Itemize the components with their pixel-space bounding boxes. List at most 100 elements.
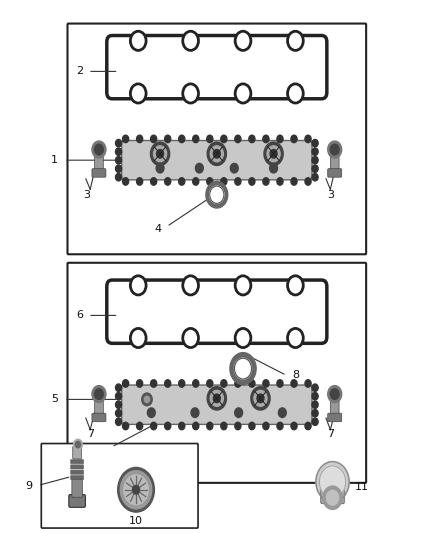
Circle shape (123, 177, 129, 185)
Circle shape (264, 142, 283, 165)
Circle shape (213, 394, 220, 402)
Text: 3: 3 (327, 190, 334, 200)
Circle shape (235, 328, 251, 348)
Circle shape (75, 441, 81, 448)
Circle shape (123, 422, 129, 430)
Circle shape (153, 146, 166, 162)
Circle shape (312, 392, 318, 400)
Text: 1: 1 (51, 155, 58, 165)
FancyBboxPatch shape (328, 413, 342, 422)
Circle shape (249, 135, 255, 143)
Circle shape (305, 379, 311, 387)
Circle shape (305, 135, 311, 143)
Circle shape (312, 148, 318, 156)
Circle shape (116, 409, 122, 417)
Circle shape (179, 135, 185, 143)
Circle shape (151, 422, 157, 430)
Circle shape (131, 31, 146, 51)
Circle shape (137, 379, 143, 387)
Circle shape (249, 379, 255, 387)
Circle shape (116, 148, 122, 156)
Circle shape (179, 379, 185, 387)
Text: 10: 10 (129, 515, 143, 526)
FancyBboxPatch shape (71, 465, 84, 469)
Circle shape (235, 276, 251, 295)
Circle shape (263, 135, 269, 143)
Circle shape (207, 135, 213, 143)
Circle shape (193, 135, 199, 143)
Circle shape (291, 177, 297, 185)
FancyBboxPatch shape (73, 446, 81, 459)
Circle shape (305, 422, 311, 430)
Circle shape (183, 31, 198, 51)
Circle shape (235, 135, 241, 143)
Circle shape (277, 422, 283, 430)
FancyBboxPatch shape (330, 393, 339, 416)
Circle shape (263, 422, 269, 430)
Circle shape (235, 422, 241, 430)
Circle shape (150, 142, 170, 165)
Circle shape (191, 408, 199, 417)
Circle shape (193, 177, 199, 185)
Circle shape (235, 408, 243, 417)
Circle shape (210, 390, 223, 406)
Circle shape (193, 422, 199, 430)
Circle shape (249, 177, 255, 185)
Circle shape (291, 379, 297, 387)
Text: 7: 7 (327, 429, 334, 439)
Circle shape (263, 379, 269, 387)
Circle shape (151, 379, 157, 387)
Circle shape (221, 379, 227, 387)
FancyBboxPatch shape (321, 484, 344, 504)
Text: 9: 9 (25, 481, 32, 490)
Circle shape (328, 385, 342, 402)
Circle shape (148, 408, 155, 417)
Circle shape (118, 467, 154, 512)
Circle shape (312, 384, 318, 391)
Circle shape (123, 135, 129, 143)
Circle shape (330, 389, 339, 399)
Circle shape (267, 146, 280, 162)
Text: 8: 8 (292, 370, 300, 381)
Circle shape (210, 186, 224, 204)
Circle shape (131, 328, 146, 348)
Circle shape (312, 409, 318, 417)
Circle shape (165, 135, 171, 143)
Circle shape (116, 157, 122, 164)
Circle shape (328, 141, 342, 158)
Circle shape (305, 177, 311, 185)
Circle shape (270, 164, 278, 173)
Circle shape (92, 385, 106, 402)
Circle shape (221, 177, 227, 185)
Circle shape (165, 422, 171, 430)
Circle shape (277, 135, 283, 143)
Circle shape (288, 84, 303, 103)
FancyBboxPatch shape (122, 141, 312, 180)
FancyBboxPatch shape (69, 495, 85, 507)
Circle shape (183, 84, 198, 103)
Circle shape (137, 135, 143, 143)
Circle shape (116, 140, 122, 147)
Circle shape (183, 328, 198, 348)
Circle shape (330, 144, 339, 155)
Circle shape (257, 394, 264, 402)
Circle shape (95, 389, 103, 399)
Circle shape (195, 164, 203, 173)
Text: 2: 2 (76, 67, 83, 76)
Circle shape (288, 328, 303, 348)
Circle shape (156, 150, 163, 158)
Circle shape (319, 466, 346, 498)
Circle shape (207, 386, 226, 410)
Circle shape (116, 165, 122, 172)
Text: 5: 5 (51, 394, 58, 405)
Circle shape (207, 422, 213, 430)
FancyBboxPatch shape (67, 23, 366, 254)
Circle shape (206, 181, 228, 208)
Circle shape (326, 490, 339, 505)
FancyBboxPatch shape (92, 413, 106, 422)
Circle shape (230, 164, 238, 173)
Circle shape (210, 146, 223, 162)
FancyBboxPatch shape (71, 470, 84, 474)
FancyBboxPatch shape (95, 149, 103, 172)
Circle shape (124, 475, 148, 505)
